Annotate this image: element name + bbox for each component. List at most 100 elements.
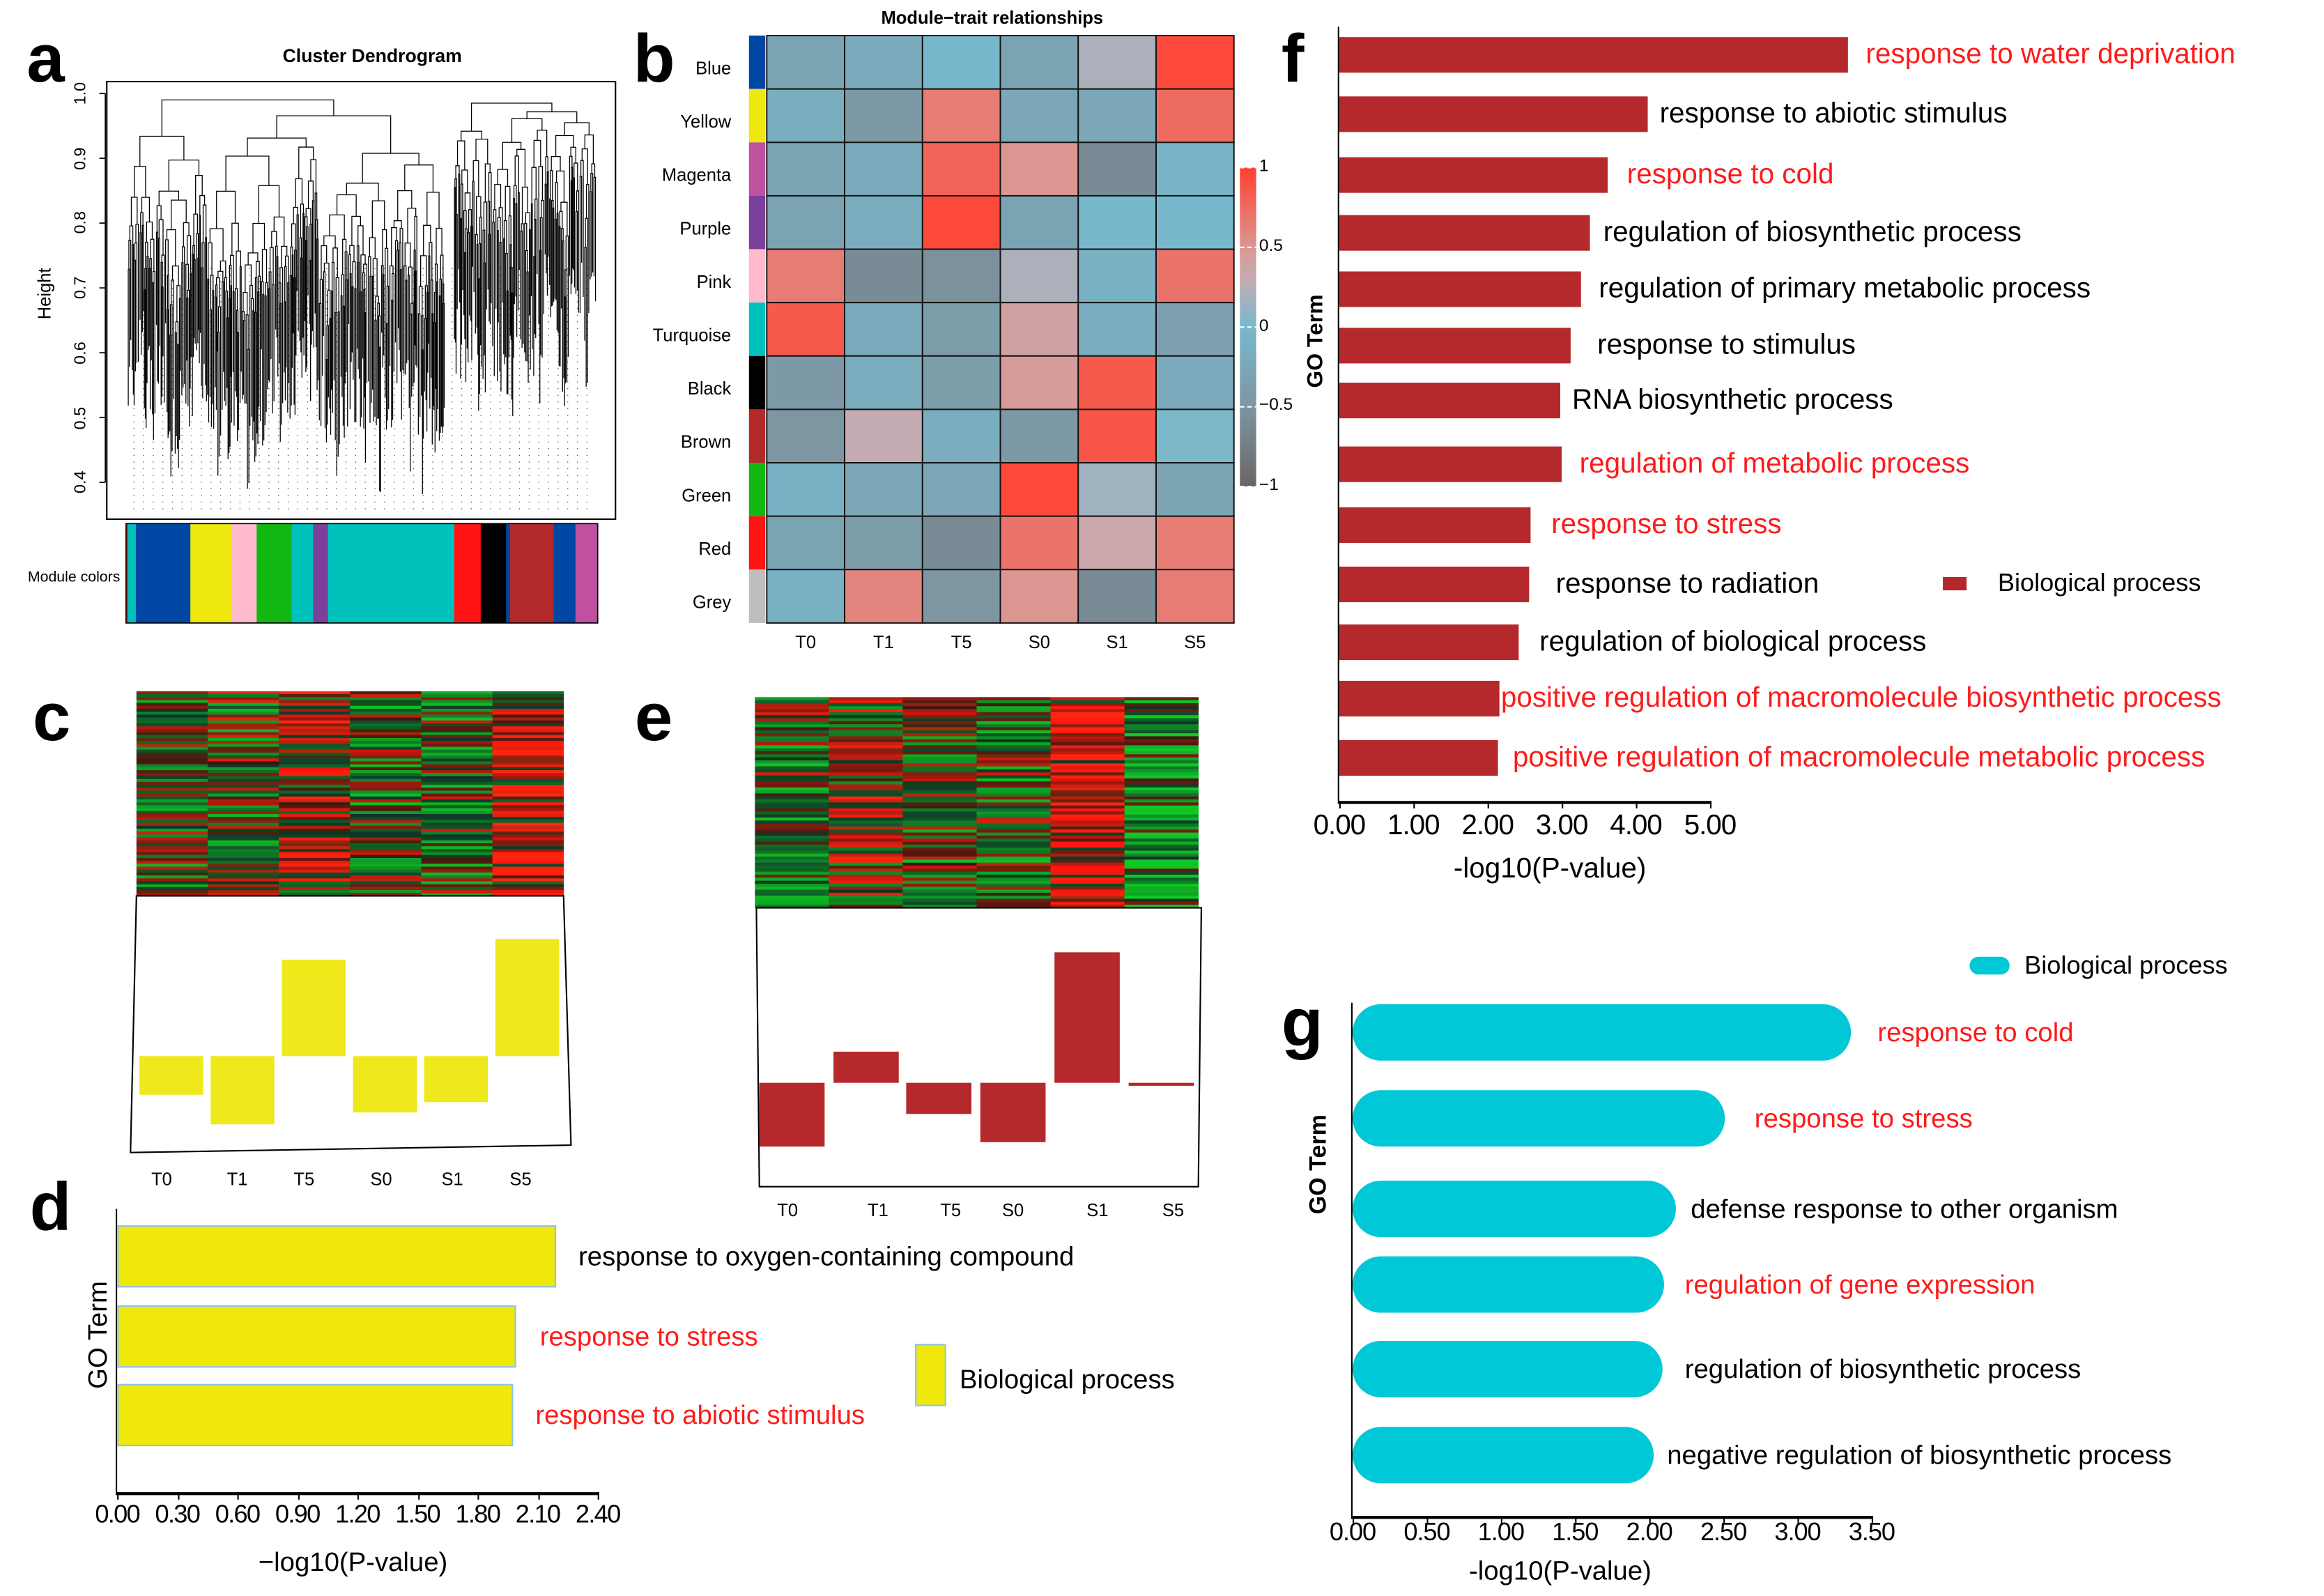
expression-heatmap-cell <box>350 828 422 832</box>
expression-heatmap-cell <box>1124 889 1199 893</box>
expression-heatmap-cell <box>492 793 564 797</box>
expression-heatmap-cell <box>1124 775 1199 779</box>
expression-heatmap-cell <box>492 869 564 873</box>
heatmap-cell <box>1155 462 1235 517</box>
expression-heatmap-cell <box>279 752 351 756</box>
expression-heatmap-cell <box>1124 709 1199 713</box>
expression-heatmap-cell <box>136 764 208 768</box>
dendrogram-plot <box>99 80 617 624</box>
heatmap-cell <box>1155 408 1235 463</box>
expression-heatmap-cell <box>207 808 279 812</box>
module-color-swatch <box>748 249 766 303</box>
x-tick <box>1413 801 1415 808</box>
expression-heatmap-cell <box>136 834 208 838</box>
expression-heatmap-cell <box>279 788 351 791</box>
expression-heatmap-cell <box>279 828 351 832</box>
expression-heatmap-cell <box>902 875 977 878</box>
heatmap-col-label: S5 <box>1184 631 1206 653</box>
heatmap-cell <box>1077 302 1157 357</box>
colorbar-tick-label: −1 <box>1259 476 1279 495</box>
expression-heatmap-cell <box>829 875 903 878</box>
expression-heatmap-cell <box>207 758 279 762</box>
expression-heatmap-cell <box>492 764 564 768</box>
expression-heatmap-cell <box>492 861 564 864</box>
expression-heatmap-cell <box>279 785 351 788</box>
expression-heatmap-cell <box>1050 754 1125 758</box>
expression-heatmap-cell <box>136 878 208 882</box>
panel-letter-e: e <box>634 677 673 755</box>
expression-heatmap-cell <box>421 802 493 806</box>
expression-heatmap-cell <box>350 869 422 873</box>
heatmap-cell <box>766 141 846 197</box>
module-color-segment-magenta <box>575 523 599 623</box>
expression-heatmap-cell <box>1050 829 1125 834</box>
go-bar <box>1339 507 1531 543</box>
expression-heatmap-cell <box>421 755 493 759</box>
expression-heatmap-cell <box>1050 799 1125 803</box>
expression-heatmap-cell <box>421 717 493 721</box>
go-term-label: regulation of biosynthetic process <box>1684 1354 2081 1384</box>
expression-heatmap-cell <box>350 822 422 827</box>
expression-heatmap-cell <box>976 817 1051 821</box>
expression-heatmap-cell <box>976 712 1051 716</box>
expression-heatmap-cell <box>1050 811 1125 815</box>
expression-heatmap-cell <box>492 811 564 815</box>
expression-heatmap-cell <box>350 820 422 824</box>
expression-heatmap-cell <box>492 857 564 861</box>
colorbar-tick-label: 0 <box>1259 316 1269 335</box>
expression-heatmap-cell <box>279 720 351 724</box>
heatmap-cell <box>1077 194 1157 250</box>
x-tick-label: 0.90 <box>275 1500 321 1529</box>
expression-heatmap-cell <box>829 844 903 848</box>
expression-heatmap-cell <box>350 834 422 838</box>
expression-heatmap-cell <box>136 773 208 776</box>
heatmap-cell <box>999 141 1079 197</box>
expression-heatmap-cell <box>1124 751 1199 755</box>
expression-heatmap-cell <box>136 732 208 736</box>
expression-heatmap-cell <box>136 887 208 891</box>
go-bar <box>117 1225 556 1288</box>
expression-heatmap-cell <box>207 857 279 861</box>
expression-heatmap-cell <box>350 749 422 753</box>
expression-heatmap-cell <box>421 767 493 771</box>
expression-heatmap-cell <box>492 828 564 832</box>
heatmap-cell <box>1155 248 1235 304</box>
expression-heatmap-cell <box>350 717 422 721</box>
expression-heatmap-cell <box>976 697 1051 701</box>
expression-heatmap-cell <box>976 769 1051 773</box>
expression-heatmap-cell <box>976 736 1051 740</box>
expression-heatmap-cell <box>976 829 1051 834</box>
expression-heatmap-cell <box>279 843 351 847</box>
expression-heatmap-cell <box>902 883 977 887</box>
go-term-label: regulation of metabolic process <box>1579 448 1970 480</box>
expression-heatmap-cell <box>829 835 903 839</box>
expression-heatmap-cell <box>976 898 1051 903</box>
expression-heatmap-cell <box>1050 838 1125 842</box>
expression-heatmap-cell <box>136 837 208 841</box>
expression-heatmap-cell <box>1050 709 1125 713</box>
heatmap-title: Module−trait relationships <box>881 7 1104 29</box>
expression-heatmap-cell <box>136 802 208 806</box>
sample-label: S1 <box>441 1169 463 1190</box>
expression-heatmap-cell <box>421 735 493 739</box>
expression-heatmap-cell <box>1050 721 1125 725</box>
sample-label: S1 <box>1086 1199 1109 1221</box>
expression-heatmap-cell <box>136 770 208 774</box>
expression-heatmap-cell <box>207 840 279 844</box>
expression-heatmap-cell <box>755 802 829 806</box>
expression-heatmap-cell <box>755 772 829 776</box>
expression-heatmap-cell <box>421 828 493 832</box>
expression-heatmap-cell <box>902 700 977 704</box>
x-tick <box>417 1492 420 1500</box>
expression-heatmap-cell <box>421 770 493 774</box>
expression-heatmap-cell <box>279 732 351 736</box>
expression-heatmap-cell <box>421 796 493 800</box>
module-color-segment-yellow <box>190 523 232 623</box>
expression-heatmap-cell <box>1124 905 1199 908</box>
expression-heatmap-cell <box>279 866 351 870</box>
expression-heatmap-cell <box>207 720 279 724</box>
expression-heatmap-cell <box>279 790 351 795</box>
expression-heatmap-cell <box>1124 790 1199 794</box>
expression-heatmap-cell <box>136 817 208 820</box>
x-tick <box>1426 1516 1429 1524</box>
